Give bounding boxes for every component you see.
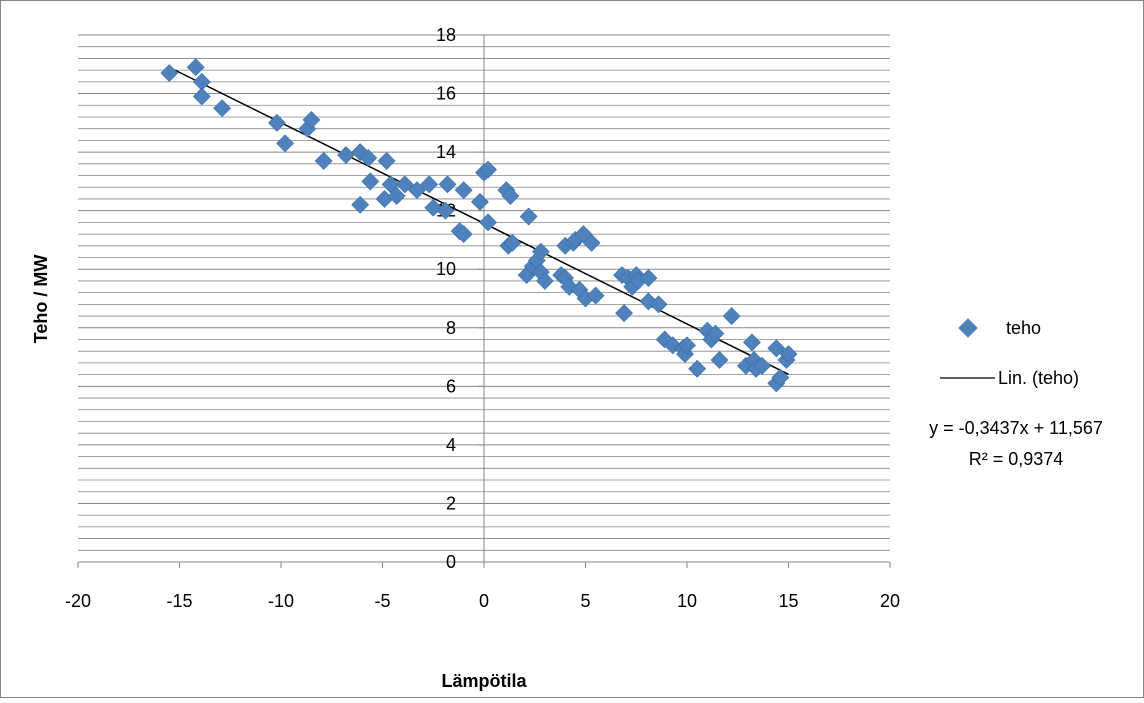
data-point [582,233,601,252]
data-point [377,151,396,170]
data-point [649,295,668,314]
data-point [560,277,579,296]
x-tick-label: -15 [166,591,192,611]
data-point [268,113,286,132]
x-tick-label: 5 [580,591,590,611]
data-point [767,339,786,358]
data-point [710,351,729,369]
data-point [436,201,455,220]
x-tick-label: 20 [880,591,900,611]
data-point [408,181,426,200]
data-point [387,187,406,205]
trendline-equation: y = -0,3437x + 11,567 [929,418,1103,438]
axes [77,34,891,568]
data-point [454,225,473,244]
data-point [381,175,400,194]
x-tick-label: 10 [677,591,697,611]
y-axis-title: Teho / MW [31,255,51,344]
y-tick-label: 18 [436,25,456,45]
data-point [535,272,554,290]
legend-label-teho: teho [1006,318,1041,338]
data-point [531,242,550,261]
data-point [471,192,489,211]
data-point [438,175,457,194]
tick-labels: -20-15-10-505101520024681012141618 [65,25,900,611]
y-tick-label: 6 [446,376,456,396]
data-point [454,181,473,200]
legend: teho Lin. (teho) [940,318,1079,388]
data-point [351,195,370,214]
data-point [779,345,798,364]
trendline-r-squared: R² = 0,9374 [969,449,1064,469]
data-point [722,307,741,325]
data-point [639,269,658,287]
data-point [276,134,294,153]
data-point [479,160,497,179]
x-axis-title: Lämpötila [441,671,527,691]
data-point [615,304,633,323]
x-tick-label: -5 [374,591,390,611]
data-points [160,58,798,393]
x-tick-label: 15 [778,591,798,611]
legend-marker-teho [958,318,978,338]
data-point [586,286,605,305]
data-point [688,359,707,378]
y-tick-label: 0 [446,552,456,572]
data-point [519,207,538,226]
data-point [503,233,522,252]
data-point [395,175,414,194]
data-point [314,151,333,170]
data-point [479,213,497,232]
legend-label-trendline: Lin. (teho) [998,368,1079,388]
x-tick-label: -20 [65,591,91,611]
y-tick-label: 4 [446,435,456,455]
data-point [192,87,211,106]
y-tick-label: 16 [436,84,456,104]
y-tick-label: 2 [446,493,456,513]
data-point [743,333,761,352]
data-point [302,110,321,129]
data-point [655,330,674,349]
data-point [753,356,772,375]
data-point [361,172,380,191]
y-tick-label: 8 [446,318,456,338]
y-tick-label: 10 [436,259,456,279]
data-point [678,336,696,355]
data-point [639,292,658,311]
data-point [424,198,443,217]
data-point [186,58,205,77]
x-tick-label: 0 [479,591,489,611]
data-point [213,99,232,118]
data-point [420,175,439,194]
y-tick-label: 14 [436,142,456,162]
data-point [359,149,378,167]
data-point [501,187,520,205]
data-point [706,324,725,343]
data-point [160,64,179,82]
data-point [771,368,790,387]
x-tick-label: -10 [268,591,294,611]
